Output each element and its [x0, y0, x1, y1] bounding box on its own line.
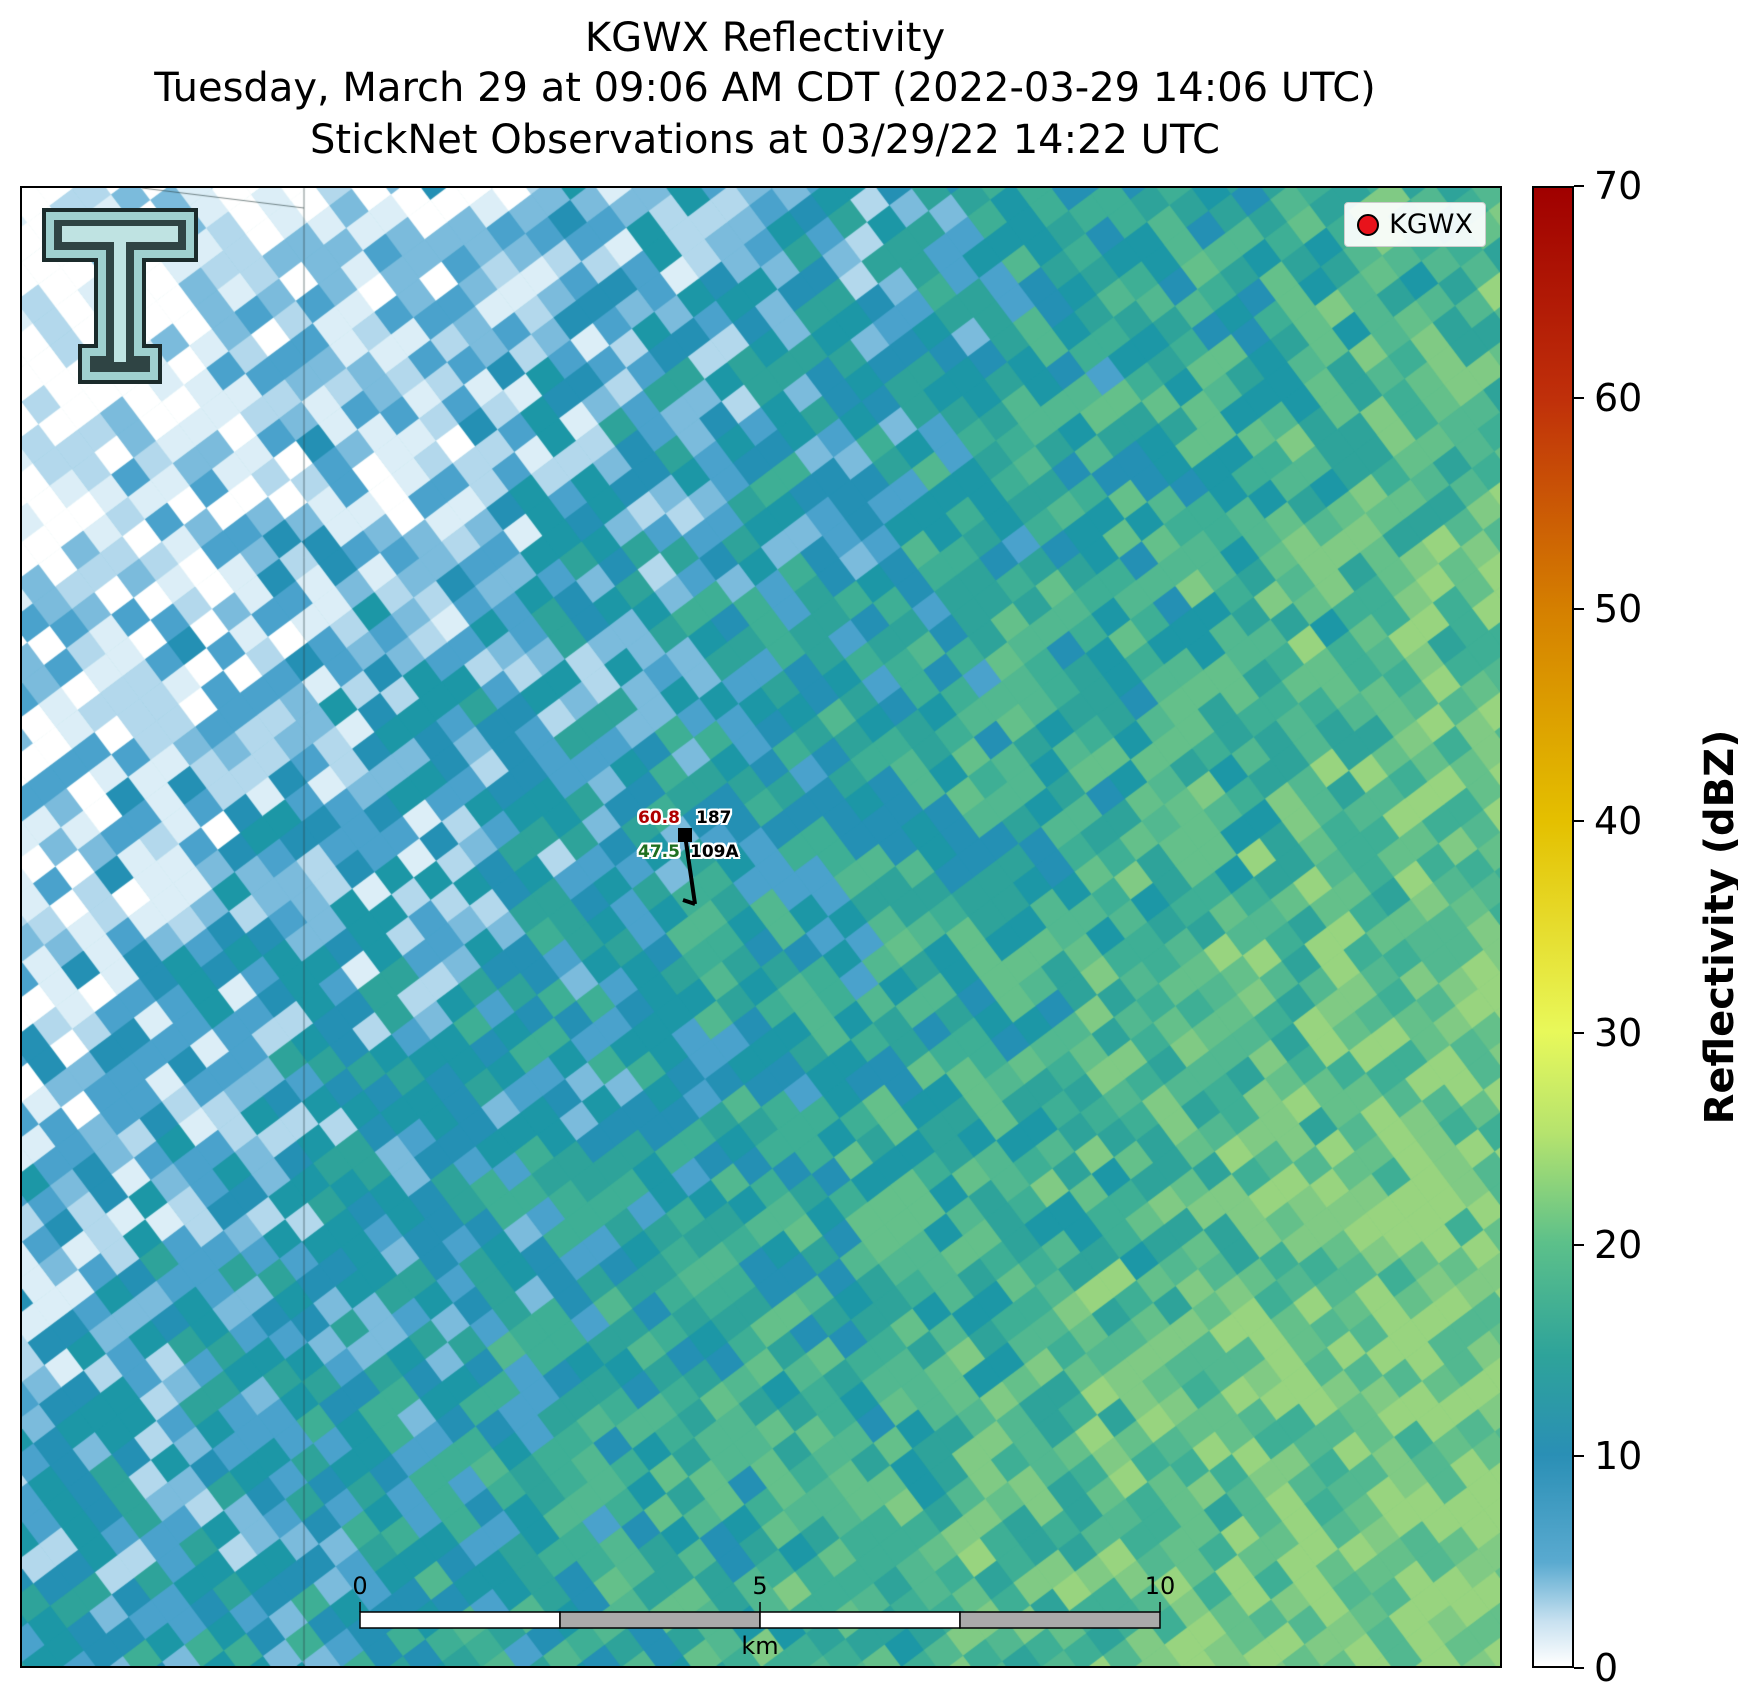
colorbar-tick-label: 10 [1594, 1434, 1643, 1479]
colorbar-tick-mark [1574, 185, 1584, 187]
colorbar-tick-mark [1574, 820, 1584, 823]
colorbar-tick-mark [1574, 1031, 1584, 1034]
chart-title: KGWX Reflectivity [584, 15, 946, 61]
radar-site-marker-icon [1357, 213, 1380, 236]
station-model [678, 828, 697, 906]
chart-subtitle-time: Tuesday, March 29 at 09:06 AM CDT (2022-… [154, 65, 1376, 111]
colorbar-tick-mark [1574, 608, 1584, 611]
colorbar-tick-label: 30 [1594, 1010, 1643, 1055]
colorbar-tick-mark [1574, 1243, 1584, 1246]
colorbar-tick-mark [1574, 396, 1584, 399]
texas-tech-logo-icon [42, 208, 198, 384]
legend-label: KGWX [1389, 209, 1473, 240]
chart-subtitle-observations: StickNet Observations at 03/29/22 14:22 … [310, 117, 1220, 163]
station-id: 109A [690, 842, 739, 862]
wind-barb-flag [682, 898, 696, 906]
map-legend: KGWX [1344, 202, 1486, 247]
reflectivity-field [22, 188, 1500, 1666]
colorbar-tick-label: 70 [1594, 164, 1643, 208]
colorbar-tick-mark [1574, 1455, 1584, 1458]
colorbar-label: Reflectivity (dBZ) [1697, 729, 1738, 1125]
colorbar-tick-mark [1574, 1667, 1584, 1669]
colorbar-tick-label: 60 [1594, 375, 1643, 420]
colorbar [1532, 186, 1574, 1668]
radar-map[interactable]: KGWX 60.8 187 47.5 109A 0 5 10 km [20, 186, 1502, 1668]
colorbar-tick-label: 0 [1594, 1646, 1619, 1690]
colorbar-tick-label: 20 [1594, 1222, 1643, 1267]
station-dewpoint: 47.5 [638, 842, 680, 862]
station-pressure: 187 [696, 808, 732, 828]
colorbar-tick-label: 50 [1594, 587, 1643, 632]
station-temperature: 60.8 [638, 808, 680, 828]
colorbar-tick-label: 40 [1594, 799, 1643, 844]
wind-barb-staff [683, 834, 697, 905]
